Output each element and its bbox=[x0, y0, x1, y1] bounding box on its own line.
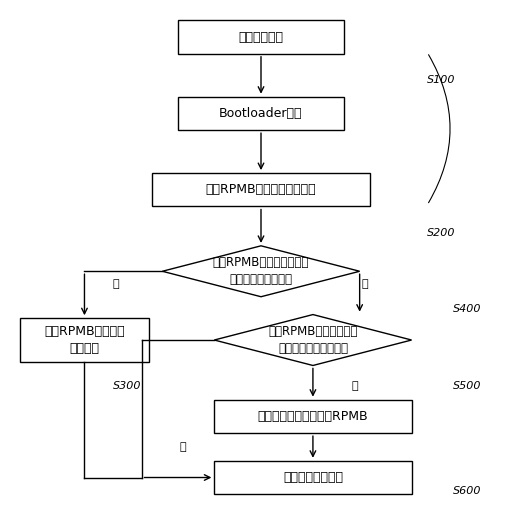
Text: S600: S600 bbox=[453, 486, 482, 496]
Text: S300: S300 bbox=[113, 381, 141, 391]
Text: S200: S200 bbox=[427, 228, 456, 238]
FancyBboxPatch shape bbox=[178, 97, 344, 130]
FancyBboxPatch shape bbox=[178, 20, 344, 54]
Text: 是: 是 bbox=[112, 279, 119, 289]
Text: 判断RPMB中的版本信息
是否低于当前版本信息: 判断RPMB中的版本信息 是否低于当前版本信息 bbox=[268, 325, 358, 355]
Text: S400: S400 bbox=[453, 305, 482, 314]
FancyBboxPatch shape bbox=[152, 173, 370, 206]
Text: 移动终端启动: 移动终端启动 bbox=[239, 31, 283, 44]
FancyBboxPatch shape bbox=[214, 461, 411, 494]
Text: 判断RPMB中的版本信息是
否高于当前版本信息: 判断RPMB中的版本信息是 否高于当前版本信息 bbox=[213, 257, 309, 286]
FancyBboxPatch shape bbox=[19, 318, 149, 361]
Text: 读取RPMB中保存的版本信息: 读取RPMB中保存的版本信息 bbox=[206, 183, 316, 196]
Text: 移动终端继续启动: 移动终端继续启动 bbox=[283, 471, 343, 484]
FancyBboxPatch shape bbox=[214, 400, 411, 433]
Polygon shape bbox=[214, 314, 411, 366]
Text: 否: 否 bbox=[362, 279, 368, 289]
Polygon shape bbox=[162, 246, 360, 297]
Text: 否: 否 bbox=[180, 442, 186, 452]
Text: S100: S100 bbox=[427, 75, 456, 86]
Text: Bootloader运行: Bootloader运行 bbox=[219, 107, 303, 120]
Text: 将当前版本信息保存至RPMB: 将当前版本信息保存至RPMB bbox=[258, 410, 368, 423]
Text: 读取RPMB中保存的
版本信息: 读取RPMB中保存的 版本信息 bbox=[44, 325, 125, 355]
Text: S500: S500 bbox=[453, 381, 482, 391]
Text: 是: 是 bbox=[351, 381, 358, 391]
